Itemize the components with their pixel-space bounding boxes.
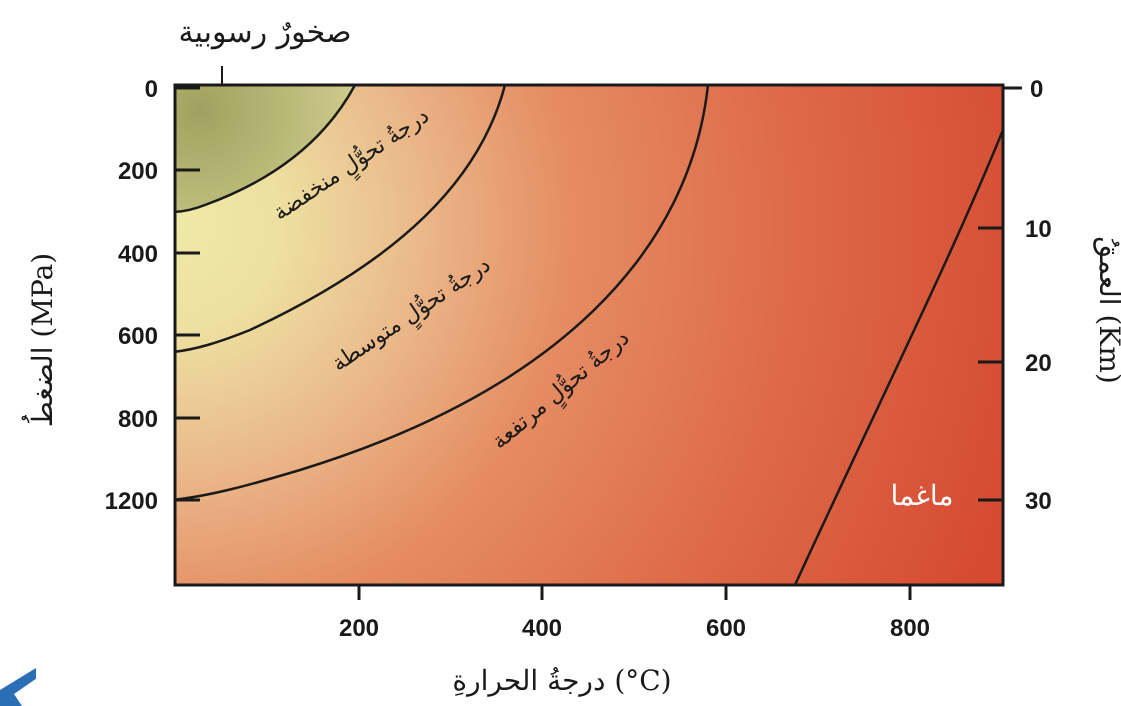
sedimentary-boundary-curve [175,85,357,214]
low-grade-boundary-curve [175,85,507,353]
y-left-axis-title: الضغطُ (MPa) [21,253,59,427]
sedimentary-zone [175,85,355,213]
left-tick-label: 1200 [105,488,158,515]
left-tick-label: 0 [145,76,158,103]
bottom-tick-label: 200 [339,615,379,642]
medium-grade-boundary-curve [175,85,710,501]
left-tick-label: 800 [118,406,158,433]
bottom-tick-label: 400 [522,615,562,642]
bottom-tick-label: 600 [706,615,746,642]
right-tick-label: 10 [1025,216,1052,243]
magma-boundary-curve [793,129,1003,585]
right-tick-label: 30 [1025,488,1052,515]
right-axis: 0 10 20 30 [978,76,1052,515]
magma-label: ماغما [891,479,954,512]
bottom-axis: 200 400 600 800 [339,585,930,642]
corner-chevron-inner [14,676,40,706]
right-tick-label: 0 [1030,76,1043,103]
plot-area [175,85,1003,585]
right-tick-label: 20 [1025,350,1052,377]
left-tick-label: 400 [118,241,158,268]
left-tick-label: 600 [118,323,158,350]
bottom-tick-label: 800 [890,615,930,642]
y-right-axis-title: العمقُ (Km) [1093,236,1121,384]
left-tick-label: 200 [118,158,158,185]
x-axis-title: درجةُ الحرارةِ (°C) [452,664,671,697]
left-axis: 0 200 400 600 800 1200 [105,76,200,515]
sedimentary-rocks-label: صخورٌ رسوبية [179,15,352,50]
